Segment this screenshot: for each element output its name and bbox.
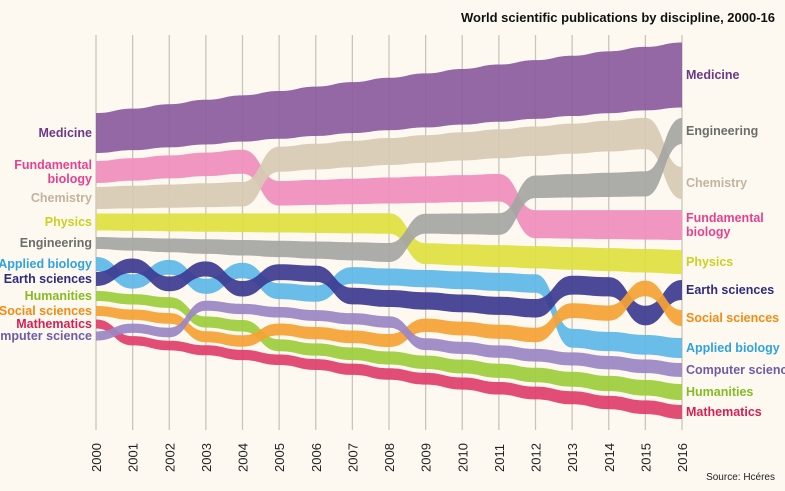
right-label: biology bbox=[686, 225, 730, 239]
ribbon-humanities bbox=[96, 291, 682, 400]
left-label: Social sciences bbox=[0, 304, 92, 318]
x-tick-label: 2009 bbox=[419, 443, 434, 472]
x-tick-label: 2016 bbox=[675, 443, 690, 472]
right-label: Medicine bbox=[686, 68, 740, 82]
chart-title: World scientific publications by discipl… bbox=[461, 10, 775, 25]
x-axis: 2000 2001 2002 2003 2004 2005 2006 2007 2008 2009… bbox=[89, 443, 690, 472]
ribbon-social-sciences bbox=[96, 280, 682, 347]
left-label: Physics bbox=[45, 215, 92, 229]
x-tick-label: 2005 bbox=[272, 443, 287, 472]
ribbon-applied-biology bbox=[96, 257, 682, 358]
right-label: Physics bbox=[686, 255, 733, 269]
ribbon-physics bbox=[96, 213, 682, 274]
x-tick-label: 2014 bbox=[602, 443, 617, 472]
ribbon-mathematics bbox=[96, 319, 682, 419]
right-label: Social sciences bbox=[686, 311, 779, 325]
x-tick-label: 2002 bbox=[162, 443, 177, 472]
left-label: Fundamental bbox=[14, 158, 92, 172]
x-tick-label: 2008 bbox=[382, 443, 397, 472]
right-label: Fundamental bbox=[686, 211, 764, 225]
left-label: Medicine bbox=[39, 126, 93, 140]
ribbon-medicine bbox=[96, 42, 682, 153]
right-label: Mathematics bbox=[686, 405, 762, 419]
ribbon-chemistry bbox=[96, 117, 682, 209]
x-tick-label: 2011 bbox=[492, 444, 507, 472]
right-label: Engineering bbox=[686, 124, 758, 138]
left-label: Engineering bbox=[20, 236, 92, 250]
right-label: Applied biology bbox=[686, 341, 780, 355]
x-tick-label: 2013 bbox=[565, 443, 580, 472]
ribbon-engineering bbox=[96, 118, 682, 262]
x-tick-label: 2015 bbox=[638, 443, 653, 472]
right-label: Computer science bbox=[686, 363, 785, 377]
left-label: Applied biology bbox=[0, 257, 92, 271]
x-tick-label: 2010 bbox=[455, 443, 470, 472]
left-label: Humanities bbox=[25, 289, 92, 303]
right-label: Humanities bbox=[686, 385, 753, 399]
left-label: Computer science bbox=[0, 329, 92, 343]
ribbon-fundamental-biology bbox=[96, 149, 682, 240]
x-tick-label: 2003 bbox=[199, 443, 214, 472]
x-tick-label: 2006 bbox=[309, 443, 324, 472]
right-label: Chemistry bbox=[686, 176, 747, 190]
x-tick-label: 2012 bbox=[529, 443, 544, 472]
x-tick-label: 2004 bbox=[236, 443, 251, 472]
left-label: biology bbox=[48, 172, 92, 186]
right-label: Earth sciences bbox=[686, 283, 774, 297]
source-note: Source: Hcéres bbox=[706, 472, 775, 483]
ribbon-computer-science bbox=[96, 300, 682, 377]
x-tick-label: 2007 bbox=[345, 443, 360, 472]
ribbon-earth-sciences bbox=[96, 258, 682, 326]
x-tick-label: 2000 bbox=[89, 443, 104, 472]
x-tick-label: 2001 bbox=[126, 443, 141, 472]
left-label: Mathematics bbox=[16, 317, 92, 331]
left-label: Chemistry bbox=[31, 191, 92, 205]
left-label: Earth sciences bbox=[4, 272, 92, 286]
labels: MedicineMedicineFundamentalbiologyFundam… bbox=[0, 68, 785, 419]
ribbons bbox=[96, 42, 682, 419]
